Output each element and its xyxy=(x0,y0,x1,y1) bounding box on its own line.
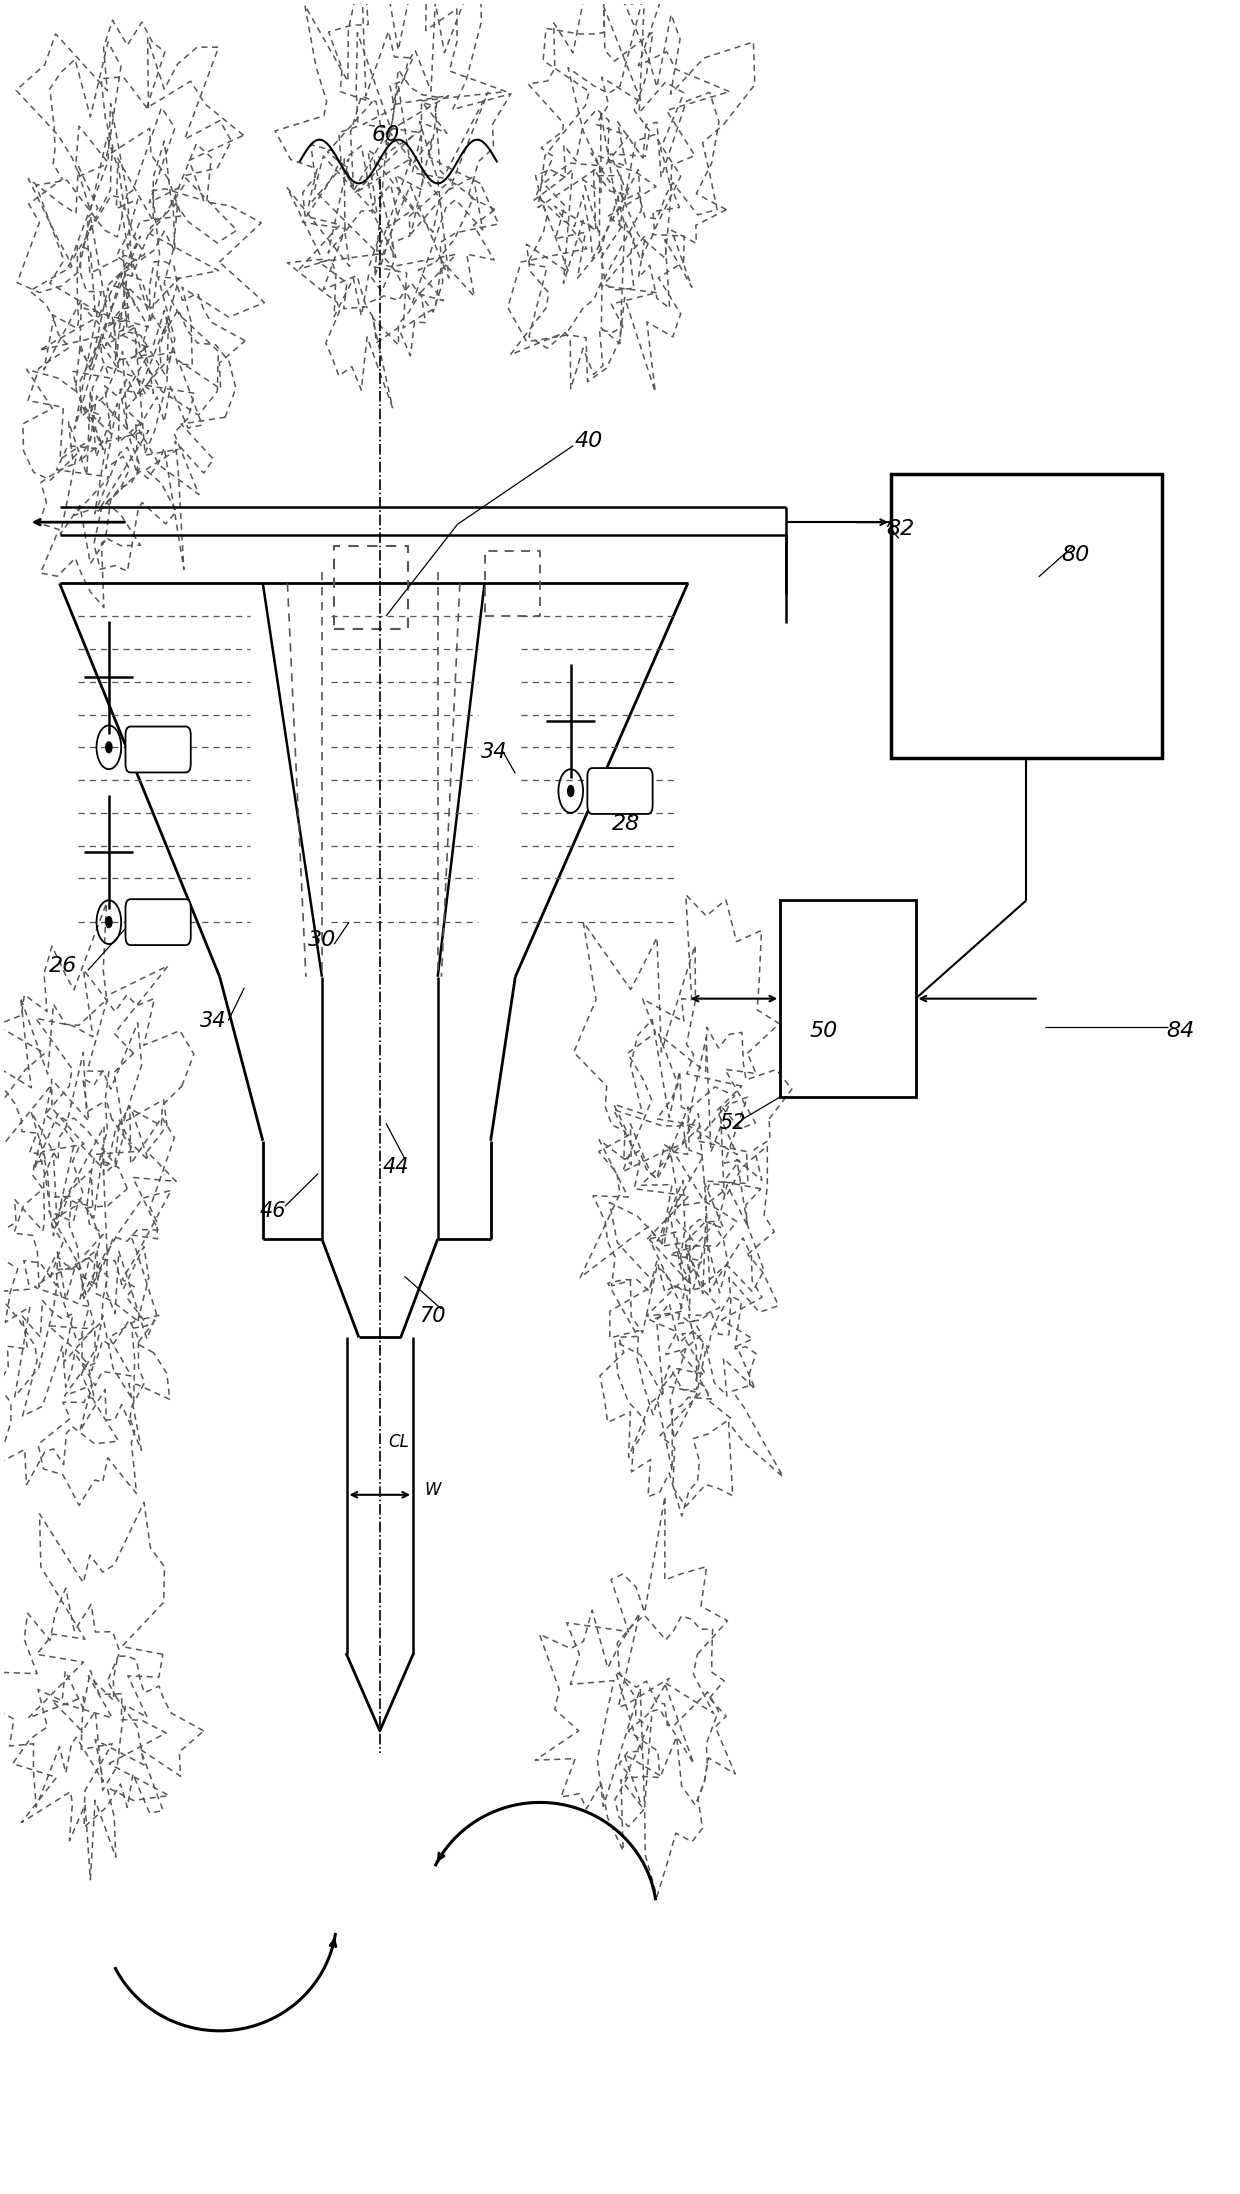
Text: 34: 34 xyxy=(481,742,507,761)
Circle shape xyxy=(105,917,112,928)
Text: 30: 30 xyxy=(308,930,336,950)
Text: 60: 60 xyxy=(372,125,401,145)
FancyBboxPatch shape xyxy=(125,726,191,772)
Text: 28: 28 xyxy=(613,814,640,834)
Text: 50: 50 xyxy=(808,1022,837,1042)
Text: 46: 46 xyxy=(259,1200,286,1220)
Bar xyxy=(892,474,1162,759)
FancyBboxPatch shape xyxy=(125,900,191,946)
Text: 26: 26 xyxy=(50,957,77,976)
Circle shape xyxy=(105,742,112,753)
Text: 80: 80 xyxy=(1061,544,1090,564)
Text: 40: 40 xyxy=(575,432,604,452)
FancyBboxPatch shape xyxy=(588,768,652,814)
Text: CL: CL xyxy=(388,1433,409,1452)
Text: 34: 34 xyxy=(201,1011,227,1031)
Text: 84: 84 xyxy=(1167,1022,1194,1042)
Text: 70: 70 xyxy=(419,1305,446,1325)
Circle shape xyxy=(568,785,574,796)
Bar xyxy=(780,900,915,1097)
Text: 82: 82 xyxy=(887,518,915,540)
Text: 44: 44 xyxy=(383,1156,409,1176)
Text: W: W xyxy=(424,1481,441,1499)
Text: 52: 52 xyxy=(720,1112,746,1134)
